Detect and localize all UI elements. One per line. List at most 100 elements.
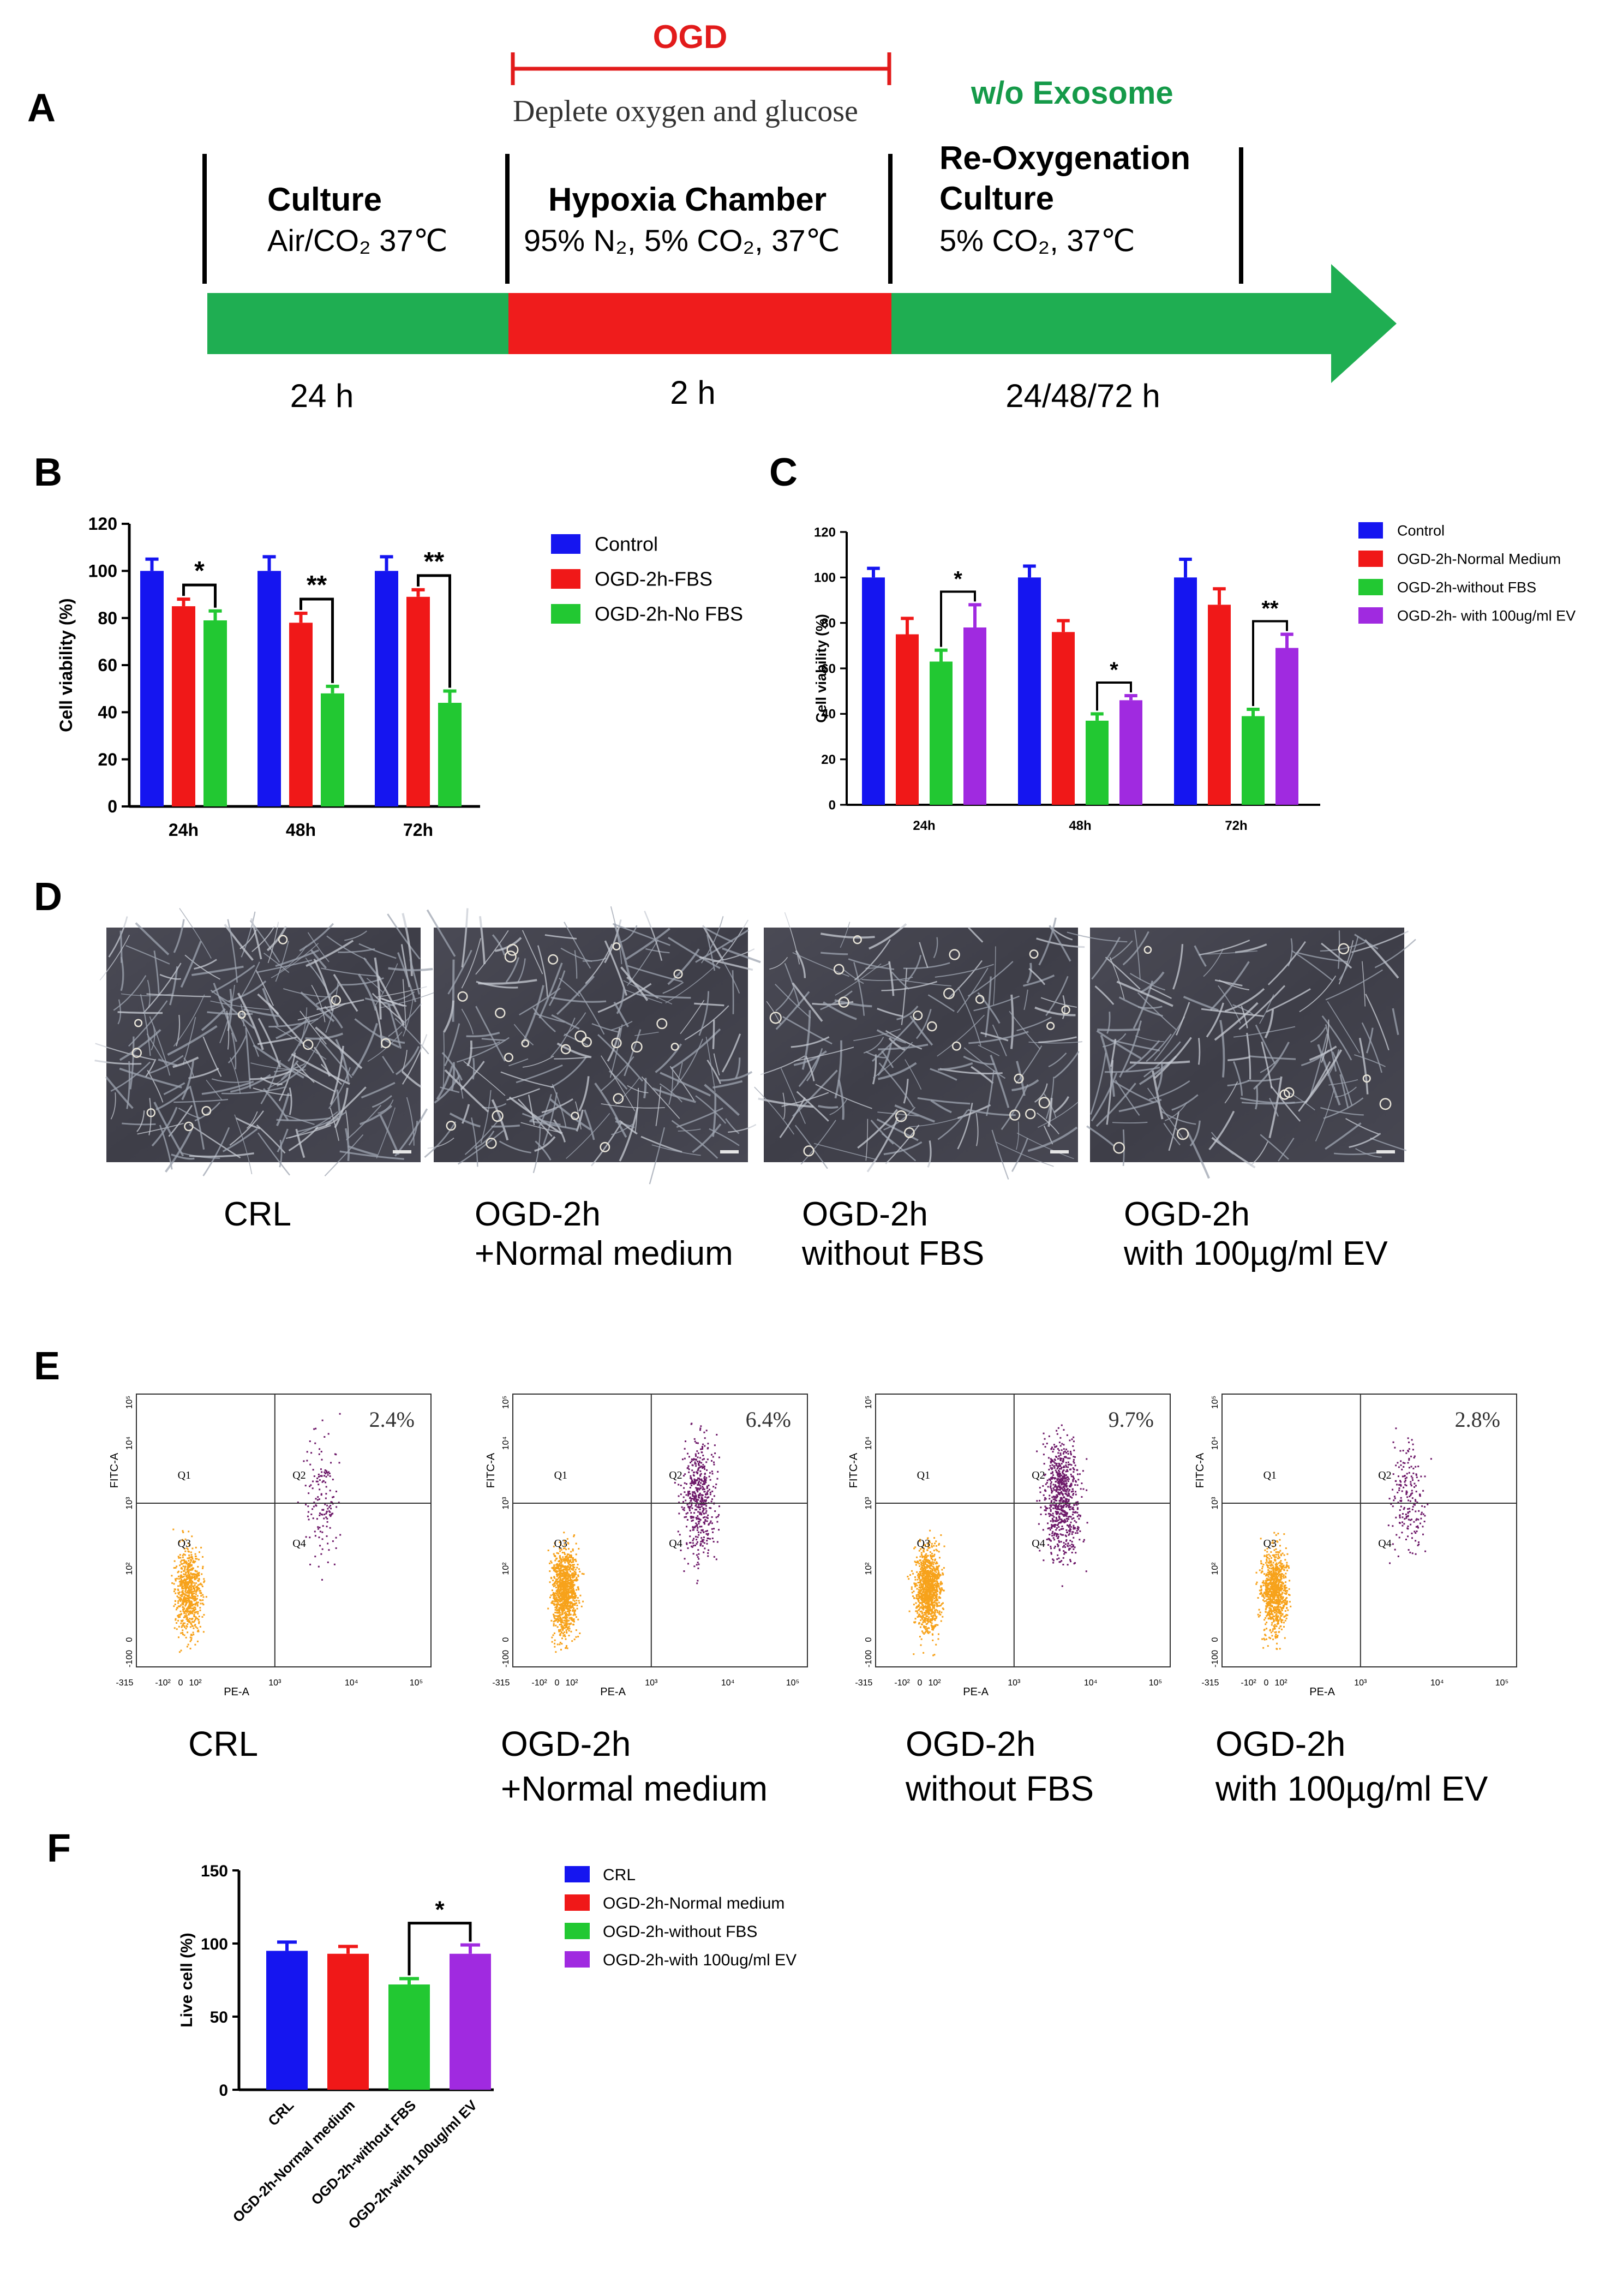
event-live xyxy=(566,1572,568,1574)
event-apoptotic xyxy=(697,1562,699,1564)
event-live xyxy=(923,1551,925,1553)
event-live xyxy=(572,1574,574,1576)
event-live xyxy=(579,1570,581,1572)
event-live xyxy=(571,1640,573,1642)
micrograph-background xyxy=(764,928,1078,1162)
event-live xyxy=(930,1574,932,1576)
event-apoptotic xyxy=(1072,1475,1074,1478)
event-apoptotic xyxy=(704,1518,706,1521)
event-live xyxy=(573,1607,575,1610)
event-live xyxy=(193,1591,195,1593)
event-live xyxy=(931,1610,933,1612)
event-live xyxy=(560,1568,562,1570)
event-apoptotic xyxy=(697,1477,699,1479)
event-apoptotic xyxy=(1049,1479,1051,1481)
event-apoptotic xyxy=(697,1461,699,1463)
event-live xyxy=(929,1575,931,1577)
event-live xyxy=(555,1624,557,1627)
cell xyxy=(709,1128,740,1146)
event-apoptotic xyxy=(318,1498,320,1500)
event-live xyxy=(920,1590,923,1592)
event-live xyxy=(927,1630,929,1633)
event-apoptotic xyxy=(702,1443,704,1445)
event-live xyxy=(177,1615,179,1617)
event-live xyxy=(556,1552,558,1554)
event-apoptotic xyxy=(312,1517,314,1520)
event-live xyxy=(931,1545,933,1547)
event-apoptotic xyxy=(1059,1509,1061,1511)
event-live xyxy=(935,1602,937,1604)
event-live xyxy=(573,1576,575,1578)
event-apoptotic xyxy=(1059,1513,1061,1515)
event-apoptotic xyxy=(696,1529,698,1531)
cell xyxy=(424,1121,457,1158)
event-live xyxy=(566,1586,568,1588)
event-live xyxy=(187,1591,189,1593)
cell xyxy=(1255,1024,1276,1065)
event-live xyxy=(933,1604,936,1606)
stage-2-duration: 2 h xyxy=(670,374,715,411)
cell xyxy=(1224,1081,1238,1104)
event-apoptotic xyxy=(335,1454,337,1456)
cell xyxy=(1214,1002,1259,1041)
event-live xyxy=(920,1619,922,1621)
event-live xyxy=(566,1617,568,1619)
event-live xyxy=(193,1585,195,1587)
event-apoptotic xyxy=(318,1473,320,1475)
cell xyxy=(601,1056,634,1091)
event-apoptotic xyxy=(321,1514,324,1516)
event-live xyxy=(560,1580,562,1582)
timeline-culture-bar xyxy=(207,293,508,354)
event-apoptotic xyxy=(702,1511,704,1513)
event-live xyxy=(927,1596,930,1598)
event-apoptotic xyxy=(1072,1511,1074,1513)
cell xyxy=(122,1122,156,1126)
event-live xyxy=(193,1621,195,1623)
cell xyxy=(277,1128,289,1153)
event-apoptotic xyxy=(1050,1483,1052,1485)
event-apoptotic xyxy=(696,1500,698,1503)
cell xyxy=(237,992,264,1050)
cell xyxy=(1250,1141,1268,1167)
event-live xyxy=(553,1554,555,1557)
event-live xyxy=(578,1600,580,1602)
event-apoptotic xyxy=(327,1474,329,1476)
event-apoptotic xyxy=(1064,1475,1066,1477)
event-live xyxy=(180,1578,182,1581)
event-apoptotic xyxy=(1062,1490,1064,1492)
cell xyxy=(1175,1002,1190,1036)
event-live xyxy=(191,1604,194,1606)
event-live xyxy=(182,1622,184,1624)
event-apoptotic xyxy=(1044,1509,1046,1511)
bar-red xyxy=(896,634,919,805)
event-live xyxy=(917,1593,919,1595)
event-live xyxy=(577,1574,579,1576)
event-live xyxy=(573,1589,575,1591)
event-live xyxy=(920,1644,922,1646)
event-live xyxy=(924,1577,926,1579)
event-live xyxy=(556,1621,559,1623)
cell xyxy=(1349,1133,1381,1149)
event-live xyxy=(558,1609,560,1611)
y-tick-label: 20 xyxy=(821,752,836,767)
event-live xyxy=(926,1567,928,1569)
event-apoptotic xyxy=(325,1481,327,1484)
event-apoptotic xyxy=(697,1556,699,1558)
cell xyxy=(766,1001,781,1025)
event-apoptotic xyxy=(702,1488,704,1491)
event-live xyxy=(915,1602,917,1604)
event-apoptotic xyxy=(1068,1529,1070,1532)
event-apoptotic xyxy=(1052,1558,1054,1560)
event-apoptotic xyxy=(702,1541,704,1543)
cell xyxy=(1235,943,1267,954)
event-live xyxy=(560,1614,562,1616)
cell xyxy=(234,1114,253,1175)
event-apoptotic xyxy=(1045,1498,1047,1500)
cell xyxy=(1317,1044,1341,1106)
event-live xyxy=(194,1553,196,1555)
event-apoptotic xyxy=(1063,1456,1065,1458)
event-live xyxy=(927,1603,929,1605)
event-apoptotic xyxy=(707,1533,709,1535)
event-apoptotic xyxy=(691,1460,693,1462)
cell xyxy=(935,964,994,978)
